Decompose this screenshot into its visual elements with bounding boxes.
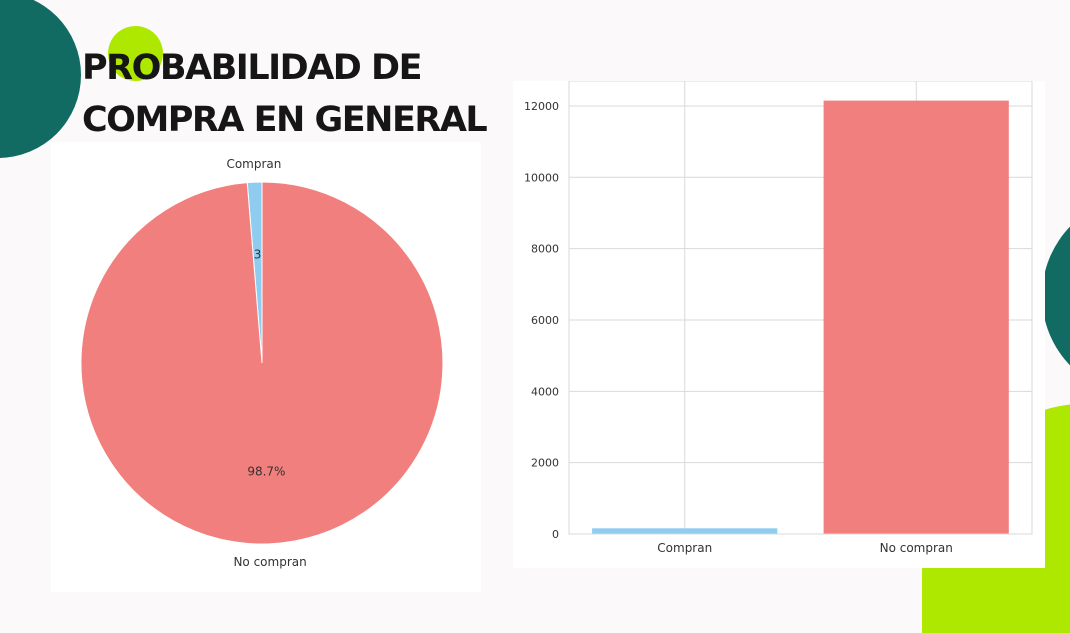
x-tick-label-compran: Compran: [657, 541, 712, 555]
pie-chart-panel: Compran 1.3% No compran 98.7%: [51, 142, 481, 592]
x-tick-label-no-compran: No compran: [880, 541, 953, 555]
slide-title-line-1: PROBABILIDAD DE: [82, 48, 422, 88]
pie-label-compran: Compran: [226, 157, 281, 171]
y-tick-label: 4000: [531, 385, 559, 398]
decorative-lime-circle: [108, 26, 163, 81]
bar-chart: 0 2000 4000 6000 8000 10000 12000 Compran No com…: [524, 80, 1033, 555]
pie-slice-no-compran: [80, 181, 444, 545]
y-tick-label: 2000: [531, 457, 559, 470]
plot-area-frame: [568, 80, 1033, 535]
y-tick-label: 10000: [524, 171, 559, 184]
pie-label-no-compran: No compran: [233, 555, 306, 569]
decorative-teal-circle: [0, 0, 81, 158]
slide-title-line-2: COMPRA EN GENERAL: [82, 100, 488, 140]
y-tick-label: 0: [552, 528, 559, 541]
pie-value-label-no-compran: 98.7%: [247, 465, 285, 479]
y-tick-label: 12000: [524, 100, 559, 113]
bar-no-compran: [823, 100, 1009, 534]
slide-title: PROBABILIDAD DE COMPRA EN GENERAL: [82, 42, 488, 146]
bar-compran: [592, 528, 778, 534]
bar-chart-panel: 0 2000 4000 6000 8000 10000 12000 Compran No com…: [513, 80, 1045, 568]
y-tick-label: 8000: [531, 243, 559, 256]
decorative-teal-circle-right: [1042, 196, 1070, 396]
y-tick-label: 6000: [531, 314, 559, 327]
